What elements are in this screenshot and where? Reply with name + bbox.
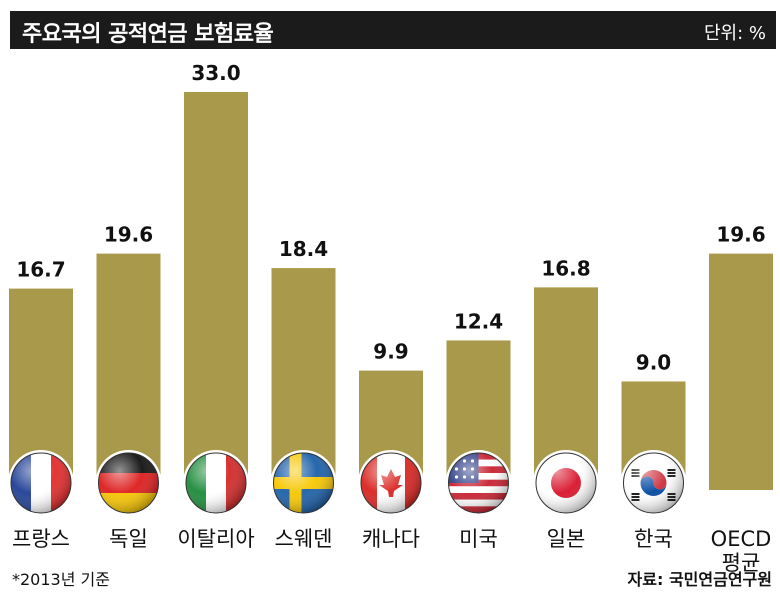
source-note: 자료: 국민연금연구원	[627, 570, 772, 589]
value-label: 9.9	[373, 340, 408, 364]
footnote: *2013년 기준	[12, 570, 110, 589]
category-label: OECD	[711, 527, 772, 551]
bar-9	[709, 253, 773, 490]
chart-title: 주요국의 공적연금 보험료율	[22, 22, 274, 47]
germany-flag-icon	[95, 450, 162, 516]
sweden-flag-icon	[270, 450, 337, 516]
title-bar: 주요국의 공적연금 보험료율 단위: %	[10, 11, 776, 49]
category-label: 스웨덴	[275, 527, 333, 551]
japan-flag-icon	[533, 450, 599, 516]
unit-label: 단위: %	[703, 23, 766, 44]
category-label: 평균	[722, 551, 761, 575]
value-label: 16.7	[16, 258, 65, 282]
category-label: 이탈리아	[177, 527, 254, 551]
category-label: 한국	[634, 527, 673, 551]
korea-flag-icon	[620, 450, 687, 516]
value-label: 19.6	[104, 223, 153, 247]
value-label: 9.0	[636, 350, 671, 374]
france-flag-icon	[8, 450, 74, 516]
bar-3	[184, 92, 248, 490]
category-label: 프랑스	[12, 527, 70, 551]
italy-flag-icon	[183, 450, 249, 516]
category-label: 캐나다	[362, 527, 420, 551]
category-label: 일본	[547, 527, 586, 551]
value-label: 19.6	[716, 223, 765, 247]
usa-flag-icon	[445, 450, 512, 516]
category-label: 독일	[109, 527, 148, 551]
canada-flag-icon	[358, 450, 424, 516]
category-label: 미국	[459, 527, 498, 551]
value-label: 18.4	[279, 237, 328, 261]
value-label: 33.0	[191, 61, 240, 85]
value-label: 16.8	[541, 256, 590, 280]
value-label: 12.4	[454, 309, 503, 333]
